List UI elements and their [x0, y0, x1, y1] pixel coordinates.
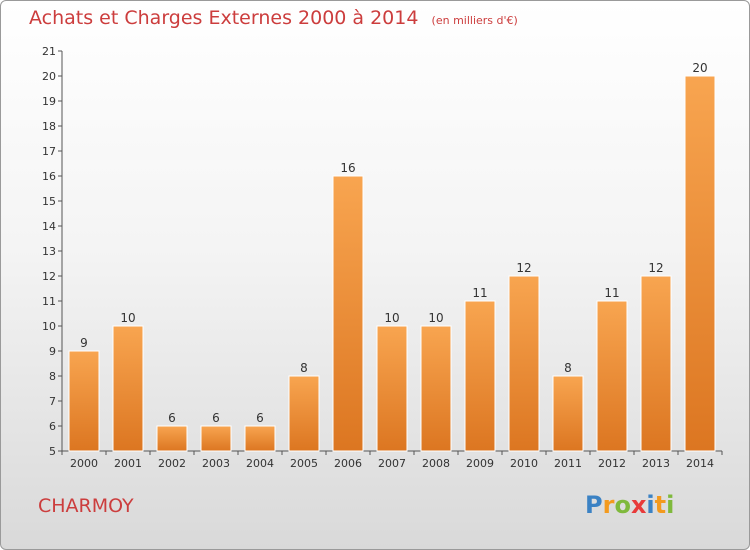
bar-value-label: 12	[648, 261, 663, 275]
x-tick-label: 2014	[686, 457, 714, 470]
bar-2005	[288, 375, 320, 452]
y-tick-label: 19	[42, 95, 56, 108]
commune-name: CHARMOY	[38, 495, 134, 517]
x-tick-label: 2004	[246, 457, 274, 470]
y-tick-label: 8	[49, 370, 56, 383]
bar-2008	[420, 325, 452, 452]
chart-bars: 9 10 6 6 6 8 16 10 10 11 12 8 11 12 20	[68, 61, 716, 452]
y-tick-label: 7	[49, 395, 56, 408]
bar-value-label: 6	[212, 411, 220, 425]
bar-value-label: 8	[564, 361, 572, 375]
x-tick-label: 2011	[554, 457, 582, 470]
bar-2003	[200, 425, 232, 452]
x-tick-label: 2007	[378, 457, 406, 470]
bar-2004	[244, 425, 276, 452]
bar-2012	[596, 300, 628, 452]
x-tick-label: 2012	[598, 457, 626, 470]
bar-2006	[332, 175, 364, 452]
x-tick-label: 2001	[114, 457, 142, 470]
bar-value-label: 20	[692, 61, 707, 75]
y-tick-label: 6	[49, 420, 56, 433]
bar-value-label: 10	[120, 311, 135, 325]
x-tick-label: 2013	[642, 457, 670, 470]
bar-value-label: 6	[168, 411, 176, 425]
y-tick-label: 9	[49, 345, 56, 358]
chart-title: Achats et Charges Externes 2000 à 2014	[29, 7, 419, 29]
y-tick-label: 20	[42, 70, 56, 83]
chart-subtitle: (en milliers d'€)	[431, 14, 518, 27]
y-tick-label: 14	[42, 220, 56, 233]
x-tick-label: 2000	[70, 457, 98, 470]
x-tick-label: 2008	[422, 457, 450, 470]
bar-2014	[684, 75, 716, 452]
chart-title-block: Achats et Charges Externes 2000 à 2014 (…	[29, 7, 518, 29]
bar-value-label: 6	[256, 411, 264, 425]
y-tick-label: 16	[42, 170, 56, 183]
bar-2010	[508, 275, 540, 452]
proxiti-logo[interactable]: Proxiti	[585, 491, 675, 519]
y-tick-label: 15	[42, 195, 56, 208]
x-tick-label: 2003	[202, 457, 230, 470]
bar-2001	[112, 325, 144, 452]
y-tick-label: 10	[42, 320, 56, 333]
bar-2009	[464, 300, 496, 452]
y-tick-label: 17	[42, 145, 56, 158]
x-tick-label: 2009	[466, 457, 494, 470]
x-tick-label: 2005	[290, 457, 318, 470]
y-tick-label: 21	[42, 45, 56, 58]
bar-value-label: 10	[384, 311, 399, 325]
x-tick-label: 2010	[510, 457, 538, 470]
bar-2013	[640, 275, 672, 452]
bar-2011	[552, 375, 584, 452]
bar-2000	[68, 350, 100, 452]
y-tick-label: 11	[42, 295, 56, 308]
y-tick-label: 18	[42, 120, 56, 133]
bar-value-label: 9	[80, 336, 88, 350]
bar-2007	[376, 325, 408, 452]
bar-value-label: 16	[340, 161, 355, 175]
bar-value-label: 12	[516, 261, 531, 275]
bar-value-label: 10	[428, 311, 443, 325]
x-tick-label: 2006	[334, 457, 362, 470]
y-tick-label: 5	[49, 445, 56, 458]
x-tick-label: 2002	[158, 457, 186, 470]
y-tick-label: 13	[42, 245, 56, 258]
y-tick-label: 12	[42, 270, 56, 283]
bar-value-label: 8	[300, 361, 308, 375]
bar-value-label: 11	[604, 286, 619, 300]
bar-value-label: 11	[472, 286, 487, 300]
bar-2002	[156, 425, 188, 452]
